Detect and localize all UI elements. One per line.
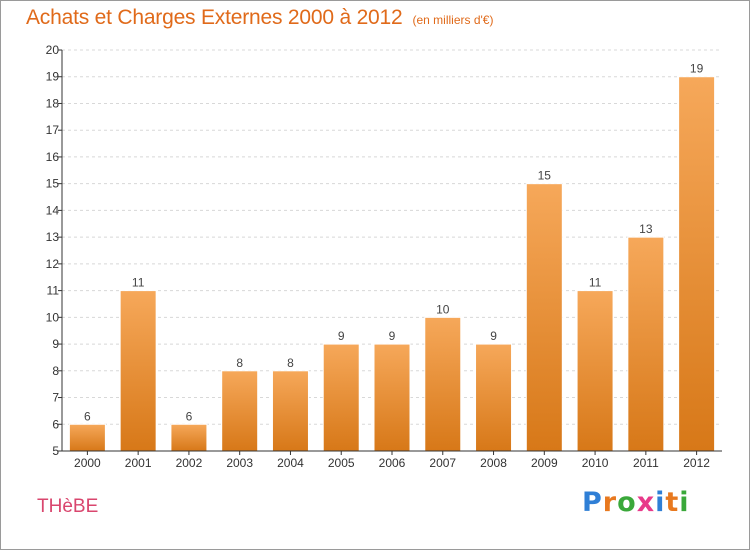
y-tick-label: 16 (46, 150, 60, 164)
data-labels: 6 11 6 8 8 9 9 10 9 15 11 13 19 (84, 62, 704, 424)
chart-header: Achats et Charges Externes 2000 à 2012 (e… (26, 6, 493, 30)
y-tick-label: 5 (52, 444, 59, 458)
bar-2005 (322, 343, 360, 452)
y-tick-label: 17 (46, 123, 60, 137)
logo-letter: o (617, 487, 637, 518)
y-tick-label: 9 (52, 337, 59, 351)
y-tick-label: 19 (46, 70, 60, 84)
y-tick-label: 11 (47, 284, 60, 298)
proxiti-logo: Proxiti (582, 487, 690, 518)
y-tick-label: 12 (46, 257, 60, 271)
x-tick-label: 2001 (125, 456, 152, 470)
bar-2009 (525, 183, 563, 452)
bar-2000 (68, 423, 106, 452)
bar-2003 (221, 370, 259, 452)
y-tick-label: 20 (46, 43, 60, 57)
y-tick-label: 10 (46, 310, 60, 324)
bar-2008 (475, 343, 513, 452)
logo-letter: i (655, 487, 666, 518)
data-label-2010: 11 (589, 276, 602, 290)
data-label-2003: 8 (236, 356, 243, 370)
bar-2001 (119, 290, 157, 452)
bar-2007 (424, 316, 462, 452)
logo-letter: r (602, 487, 618, 518)
x-tick-label: 2012 (683, 456, 710, 470)
city-name: THèBE (37, 496, 99, 517)
data-label-2011: 13 (639, 222, 653, 236)
x-tick-label: 2005 (328, 456, 355, 470)
bar-2006 (373, 343, 411, 452)
y-tick-label: 6 (52, 417, 59, 431)
y-tick-label: 18 (46, 96, 60, 110)
bar-2010 (576, 290, 614, 452)
x-tick-label: 2010 (582, 456, 609, 470)
y-tick-labels: 5 6 7 8 9 10 11 12 13 14 15 16 17 18 19 20 (46, 43, 60, 458)
bar-2004 (271, 370, 309, 452)
y-tick-label: 7 (52, 391, 59, 405)
chart-title: Achats et Charges Externes 2000 à 2012 (26, 6, 403, 29)
axes (58, 49, 722, 455)
data-label-2012: 19 (690, 62, 704, 76)
data-label-2004: 8 (287, 356, 294, 370)
data-label-2002: 6 (186, 409, 193, 423)
logo-letter: x (636, 487, 656, 518)
y-tick-label: 13 (46, 230, 60, 244)
data-label-2006: 9 (389, 329, 396, 343)
bar-2012 (678, 76, 716, 452)
y-tick-label: 14 (46, 203, 60, 217)
data-label-2001: 11 (132, 276, 145, 290)
data-label-2007: 10 (436, 302, 450, 316)
x-tick-label: 2004 (277, 456, 304, 470)
y-tick-label: 15 (46, 177, 60, 191)
data-label-2000: 6 (84, 409, 91, 423)
x-tick-label: 2000 (74, 456, 101, 470)
bar-2011 (627, 236, 665, 452)
x-tick-labels: 2000 2001 2002 2003 2004 2005 2006 2007 2008 2009… (74, 456, 710, 470)
logo-letter: P (582, 487, 603, 518)
x-tick-label: 2003 (226, 456, 253, 470)
data-label-2008: 9 (490, 329, 497, 343)
data-label-2005: 9 (338, 329, 345, 343)
logo-letter: i (679, 487, 690, 518)
x-tick-label: 2011 (633, 456, 659, 470)
x-tick-label: 2008 (480, 456, 507, 470)
bar-2002 (170, 423, 208, 452)
chart-unit: (en milliers d'€) (412, 13, 494, 27)
x-tick-label: 2009 (531, 456, 558, 470)
x-tick-label: 2007 (429, 456, 456, 470)
x-tick-label: 2006 (379, 456, 406, 470)
x-tick-label: 2002 (176, 456, 203, 470)
y-tick-label: 8 (52, 364, 59, 378)
logo-letter: t (665, 487, 680, 518)
data-label-2009: 15 (538, 169, 552, 183)
